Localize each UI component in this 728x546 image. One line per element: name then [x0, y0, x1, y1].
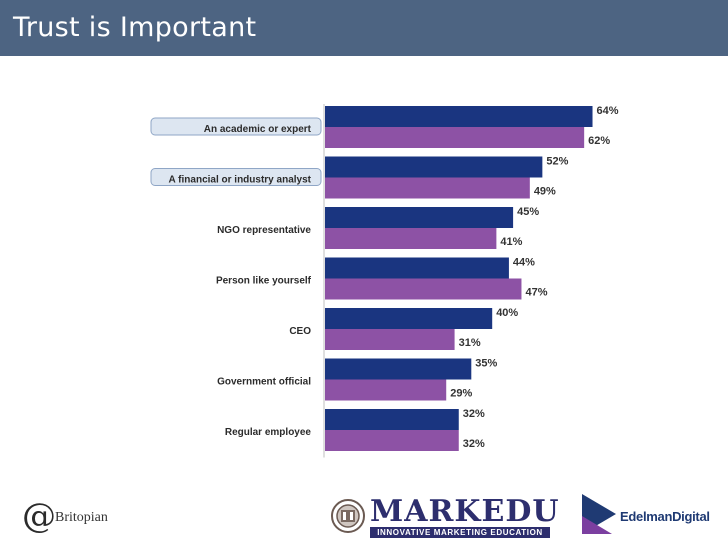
category-label-highlight [150, 117, 322, 136]
bar [325, 430, 459, 451]
edelman-wordmark: EdelmanDigital [620, 509, 710, 524]
britopian-logo: @ Britopian [22, 496, 142, 540]
edelman-digital-logo: EdelmanDigital [582, 494, 722, 540]
data-label: 44% [513, 257, 535, 269]
markedu-wordmark: MARKEDU [370, 494, 560, 529]
category-label: NGO representative [217, 225, 311, 236]
bar [325, 177, 530, 199]
bar [325, 257, 509, 279]
data-label: 32% [463, 438, 485, 450]
data-label: 32% [463, 408, 485, 420]
data-label: 62% [588, 135, 610, 147]
category-label-highlight [150, 168, 322, 186]
data-label: 45% [517, 206, 539, 218]
data-label: 40% [496, 307, 518, 319]
title-bar: Trust is Important [0, 0, 728, 56]
data-label: 31% [459, 337, 481, 349]
category-label: An academic or expert [204, 124, 312, 135]
bar [325, 228, 497, 249]
seal-icon [331, 499, 365, 533]
data-label: 41% [500, 236, 522, 248]
edelman-mark-icon [582, 494, 616, 534]
data-label: 47% [525, 287, 547, 299]
bar [325, 156, 543, 178]
bar [325, 409, 459, 430]
bar [325, 207, 514, 228]
page-title: Trust is Important [13, 12, 257, 43]
data-label: 35% [475, 358, 497, 370]
category-label: CEO [289, 326, 311, 337]
bar [325, 329, 455, 350]
data-label: 29% [450, 388, 472, 400]
markedu-logo: MARKEDU INNOVATIVE MARKETING EDUCATION [330, 494, 559, 542]
category-label: A financial or industry analyst [169, 175, 312, 186]
bar [325, 308, 493, 329]
britopian-wordmark: Britopian [55, 510, 108, 525]
bar [325, 127, 585, 148]
bar [325, 358, 472, 380]
bar [325, 106, 593, 127]
category-label: Person like yourself [216, 276, 312, 287]
category-label: Regular employee [225, 427, 312, 438]
data-label: 49% [534, 186, 556, 198]
data-label: 52% [546, 156, 568, 168]
data-label: 64% [597, 105, 619, 117]
category-label: Government official [217, 377, 311, 388]
bar [325, 278, 522, 300]
bar [325, 379, 447, 401]
footer: @ Britopian MARKEDU INNOVATIVE MARKETING… [0, 488, 728, 546]
markedu-tagline: INNOVATIVE MARKETING EDUCATION [370, 527, 550, 538]
at-symbol-icon: @ [22, 496, 56, 536]
